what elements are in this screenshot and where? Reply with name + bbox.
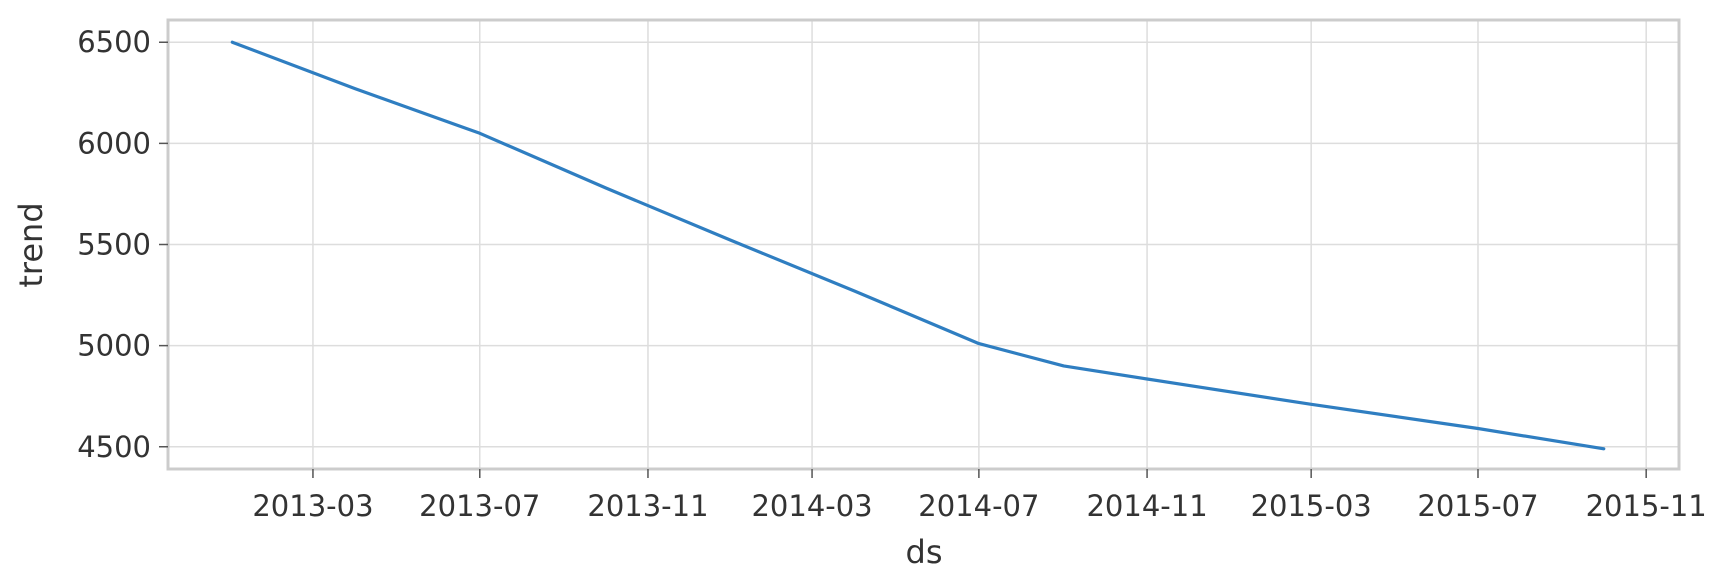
y-tick-label-4: 6500: [77, 25, 151, 59]
trend-line: [230, 40, 1606, 451]
x-tick-label-6: 2015-03: [1251, 489, 1372, 523]
x-axis-ticks: 2013-03 2013-07 2013-11 2014-03 2014-07 2014-…: [252, 469, 1707, 523]
x-tick-label-5: 2014-11: [1086, 489, 1207, 523]
x-tick-label-0: 2013-03: [252, 489, 373, 523]
x-tick-label-4: 2014-07: [918, 489, 1039, 523]
x-tick-label-2: 2013-11: [587, 489, 708, 523]
x-tick-label-3: 2014-03: [751, 489, 872, 523]
x-tick-label-1: 2013-07: [419, 489, 540, 523]
x-tick-label-8: 2015-11: [1586, 489, 1707, 523]
y-tick-label-2: 5500: [77, 228, 151, 262]
x-tick-label-7: 2015-07: [1417, 489, 1538, 523]
y-tick-label-1: 5000: [77, 329, 151, 363]
grid-lines: [168, 20, 1679, 469]
y-axis-label: trend: [12, 202, 50, 287]
x-axis-label: ds: [906, 533, 943, 571]
y-tick-label-0: 4500: [77, 430, 151, 464]
y-axis-ticks: 4500 5000 5500 6000 6500: [77, 25, 168, 464]
y-tick-label-3: 6000: [77, 126, 151, 160]
